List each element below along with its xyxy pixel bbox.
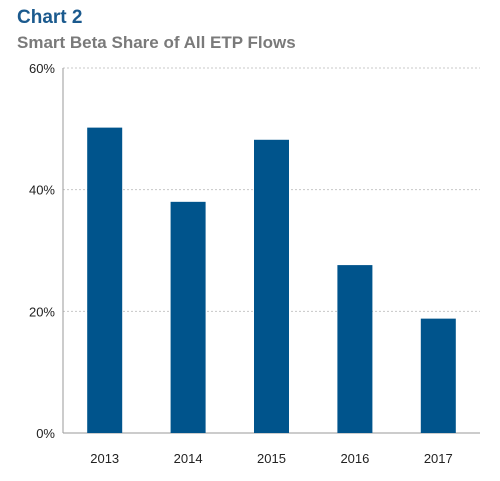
y-tick-label: 40% bbox=[29, 183, 55, 198]
bar-2016 bbox=[337, 265, 373, 433]
x-tick-label: 2015 bbox=[257, 451, 286, 466]
bars bbox=[87, 127, 456, 434]
x-tick-label: 2017 bbox=[424, 451, 453, 466]
y-tick-label: 60% bbox=[29, 61, 55, 76]
x-tick-labels: 2013 2014 2015 2016 2017 bbox=[90, 451, 453, 466]
y-tick-labels: 0% 20% 40% 60% bbox=[29, 61, 55, 441]
chart-title: Smart Beta Share of All ETP Flows bbox=[17, 33, 296, 52]
x-tick-label: 2014 bbox=[174, 451, 203, 466]
bar-2017 bbox=[420, 318, 456, 433]
chart-number-label: Chart 2 bbox=[17, 7, 83, 28]
x-tick-label: 2013 bbox=[90, 451, 119, 466]
y-tick-label: 0% bbox=[36, 426, 55, 441]
bar-2015 bbox=[254, 139, 289, 434]
bar-2014 bbox=[170, 201, 206, 433]
y-tick-label: 20% bbox=[29, 304, 55, 319]
x-tick-label: 2016 bbox=[340, 451, 369, 466]
bar-2013 bbox=[87, 127, 123, 433]
